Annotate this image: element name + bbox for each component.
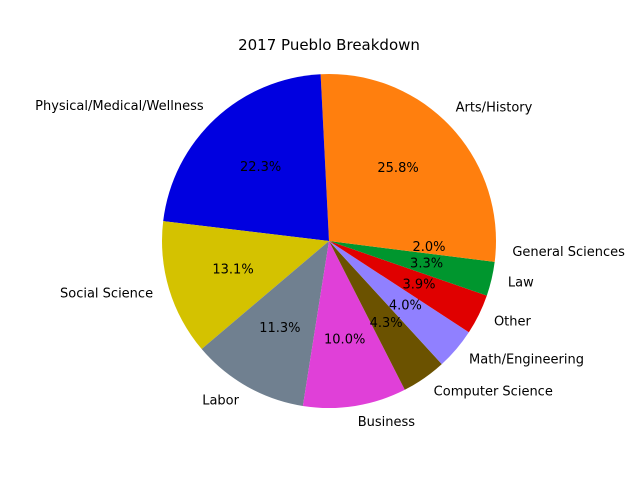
- slice-percent-social-science: 13.1%: [212, 262, 253, 277]
- pie-slice-labor: [201, 241, 329, 406]
- pie-slices: [161, 74, 496, 408]
- slice-percent-computer-science: 4.3%: [370, 316, 403, 331]
- chart-title: 2017 Pueblo Breakdown: [238, 36, 420, 54]
- pie-labels: 25.8% Arts/History 22.3% Physical/Medical/W…: [35, 99, 625, 430]
- slice-label-business: Business: [358, 415, 416, 430]
- slice-percent-law: 3.3%: [410, 256, 443, 271]
- pie-slice-computer-science: [329, 241, 442, 390]
- slice-label-general-sciences: General Sciences: [512, 245, 625, 260]
- slice-label-law: Law: [508, 275, 534, 290]
- pie-slice-other: [329, 241, 487, 333]
- pie-slice-law: [329, 241, 495, 296]
- slice-label-other: Other: [494, 314, 532, 329]
- slice-label-math-engineering: Math/Engineering: [469, 352, 584, 367]
- slice-label-labor: Labor: [202, 394, 239, 409]
- slice-percent-business: 10.0%: [324, 332, 365, 347]
- slice-percent-other: 3.9%: [402, 278, 435, 293]
- pie-slice-social-science: [161, 221, 329, 350]
- slice-label-social-science: Social Science: [60, 286, 153, 301]
- slice-percent-general-sciences: 2.0%: [412, 240, 445, 255]
- slice-percent-arts-history: 25.8%: [377, 161, 418, 176]
- pie-slice-physical-medical-wellness: [163, 74, 329, 241]
- slice-percent-labor: 11.3%: [259, 321, 300, 336]
- pie-slice-math-engineering: [329, 241, 469, 365]
- slice-label-arts-history: Arts/History: [456, 100, 533, 115]
- slice-percent-physical-medical-wellness: 22.3%: [240, 160, 281, 175]
- slice-label-computer-science: Computer Science: [434, 384, 553, 399]
- slice-percent-math-engineering: 4.0%: [389, 298, 422, 313]
- pie-slice-arts-history: [320, 74, 496, 242]
- slice-label-physical-medical-wellness: Physical/Medical/Wellness: [35, 99, 204, 114]
- pie-slice-business: [302, 241, 405, 408]
- pie-slice-general-sciences: [329, 241, 496, 262]
